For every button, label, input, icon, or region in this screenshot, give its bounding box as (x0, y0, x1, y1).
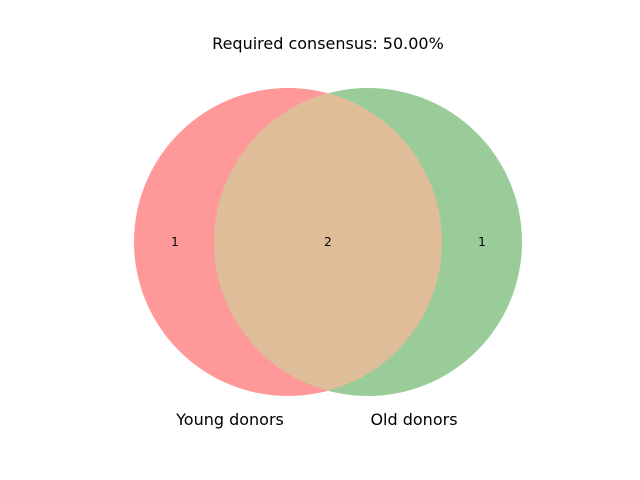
diagram-title: Required consensus: 50.00% (212, 34, 444, 53)
old-donors-label: Old donors (370, 410, 457, 429)
young-donors-only-count: 1 (171, 235, 179, 249)
intersection-region (214, 88, 442, 396)
young-donors-label: Young donors (175, 410, 284, 429)
old-donors-only-count: 1 (478, 235, 486, 249)
intersection-count: 2 (324, 235, 332, 249)
